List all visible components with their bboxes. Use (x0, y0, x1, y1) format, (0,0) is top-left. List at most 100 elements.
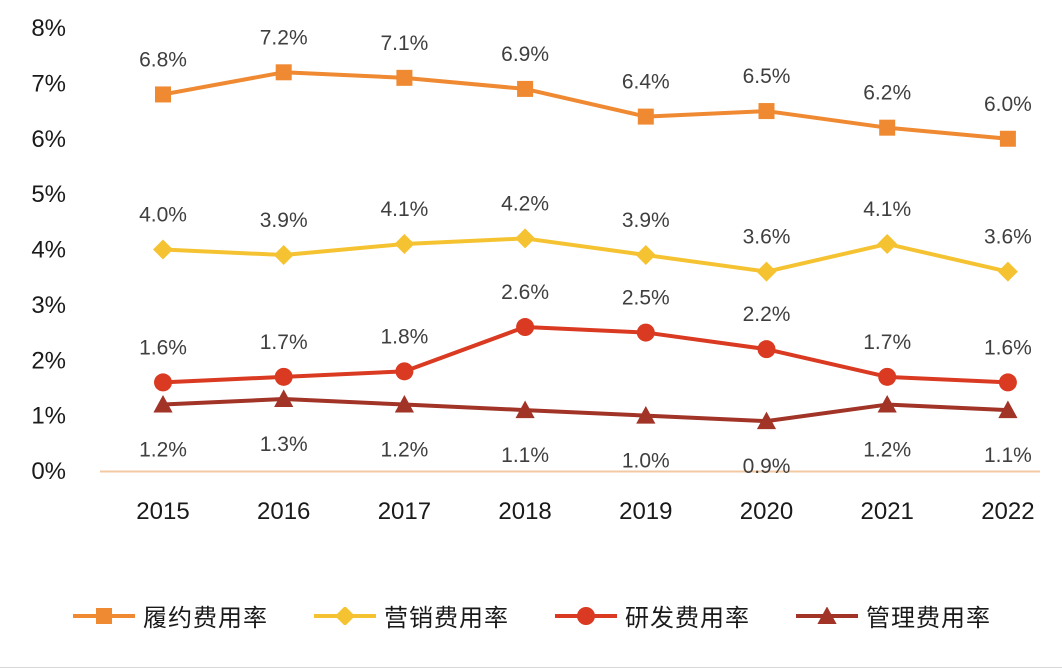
data-point-marker (274, 389, 294, 408)
series-line-2 (161, 325, 1010, 385)
legend-item-marketing: 营销费用率 (312, 598, 509, 633)
data-label: 7.2% (260, 26, 308, 49)
x-axis-label: 2015 (136, 498, 189, 525)
data-label: 3.9% (260, 209, 308, 232)
legend-label-marketing: 营销费用率 (384, 605, 509, 632)
legend-item-management: 管理费用率 (794, 598, 991, 633)
data-label: 1.1% (501, 444, 549, 467)
data-label: 3.9% (622, 209, 670, 232)
x-axis-label: 2020 (740, 498, 793, 525)
data-label: 1.7% (863, 331, 911, 354)
data-point-marker (396, 69, 413, 86)
legend-marker (577, 606, 595, 625)
data-point-marker (635, 245, 656, 266)
data-label: 3.6% (984, 226, 1032, 249)
data-label: 1.8% (380, 325, 428, 348)
data-point-marker (395, 362, 414, 381)
data-label: 1.1% (984, 444, 1032, 467)
data-point-marker (878, 367, 897, 386)
y-axis-label: 7% (31, 70, 66, 97)
data-label: 4.1% (863, 198, 911, 221)
y-axis-label: 0% (31, 458, 66, 485)
data-point-marker (275, 64, 292, 81)
y-axis-label: 6% (31, 126, 66, 153)
data-label: 6.9% (501, 43, 549, 66)
data-label: 1.0% (622, 450, 670, 473)
data-point-marker (756, 411, 777, 430)
y-axis-label: 4% (31, 237, 66, 264)
x-axis-label: 2017 (378, 498, 431, 525)
x-axis-label: 2019 (619, 498, 672, 525)
data-label: 1.2% (139, 439, 187, 462)
data-label: 2.2% (743, 303, 791, 326)
legend-item-fulfillment: 履约费用率 (71, 598, 268, 633)
x-axis-label: 2021 (861, 498, 914, 525)
data-label: 1.2% (380, 439, 428, 462)
legend-swatch-marketing (314, 606, 376, 625)
expense-rate-line-chart: 0% 1% 2% 3% 4% 5% 6% 7% 8% 2015 2016 2017 2018 2019 20… (31, 15, 1040, 525)
y-axis-label: 8% (31, 15, 66, 42)
data-point-marker (997, 261, 1018, 282)
data-label: 1.3% (260, 433, 308, 456)
data-point-marker (155, 86, 171, 103)
data-label: 2.6% (501, 281, 549, 304)
data-label: 6.8% (139, 48, 187, 71)
legend-marker (96, 607, 112, 624)
legend-label-rnd: 研发费用率 (625, 605, 750, 632)
data-point-marker (636, 406, 656, 424)
series-line-3 (161, 397, 1010, 424)
legend-swatch-management (796, 606, 858, 624)
data-point-marker (274, 367, 293, 386)
data-label: 4.2% (501, 192, 549, 215)
data-point-marker (515, 228, 536, 249)
legend-item-rnd: 研发费用率 (553, 598, 750, 633)
data-label: 4.0% (139, 204, 187, 227)
data-label: 4.1% (380, 198, 428, 221)
data-point-marker (998, 400, 1018, 419)
data-label: 1.6% (984, 336, 1032, 359)
data-label: 6.4% (622, 71, 670, 94)
data-label: 1.2% (863, 439, 911, 462)
legend-label-management: 管理费用率 (866, 605, 991, 632)
data-point-marker (517, 80, 534, 97)
data-point-marker (636, 323, 655, 342)
data-point-marker (154, 373, 172, 392)
y-axis-label: 1% (31, 403, 66, 430)
legend-label-fulfillment: 履约费用率 (143, 605, 268, 632)
data-label: 7.1% (380, 32, 428, 55)
data-label: 1.7% (260, 331, 308, 354)
legend-swatch-fulfillment (73, 607, 135, 624)
series-line-1 (161, 236, 1010, 274)
data-label: 2.5% (622, 287, 670, 310)
data-label: 3.6% (743, 226, 791, 249)
y-axis-label: 5% (31, 181, 66, 208)
data-label: 6.5% (743, 65, 791, 88)
data-label: 1.6% (139, 336, 187, 359)
data-point-marker (756, 261, 777, 282)
legend-swatch-rnd (555, 606, 617, 625)
y-axis-label: 2% (31, 347, 66, 374)
data-point-marker (153, 394, 173, 413)
data-point-marker (879, 119, 896, 136)
data-point-marker (637, 108, 654, 125)
data-point-marker (394, 394, 414, 413)
series-line-0 (161, 70, 1010, 141)
legend-marker (335, 606, 355, 625)
data-point-marker (394, 233, 415, 254)
y-axis-label: 3% (31, 292, 66, 319)
data-point-marker (758, 103, 775, 120)
x-axis-label: 2018 (498, 498, 551, 525)
data-label: 0.9% (743, 455, 791, 478)
data-point-marker (273, 245, 294, 266)
data-point-marker (877, 394, 897, 413)
data-point-marker (999, 130, 1016, 147)
data-label: 6.2% (863, 82, 911, 105)
legend: 履约费用率 营销费用率 研发费用率 管理费用率 (0, 598, 1062, 633)
data-point-marker (877, 233, 898, 254)
x-axis-label: 2016 (257, 498, 310, 525)
data-point-marker (757, 340, 776, 359)
legend-marker (817, 606, 837, 624)
data-point-marker (515, 400, 535, 419)
data-point-marker (998, 373, 1017, 392)
